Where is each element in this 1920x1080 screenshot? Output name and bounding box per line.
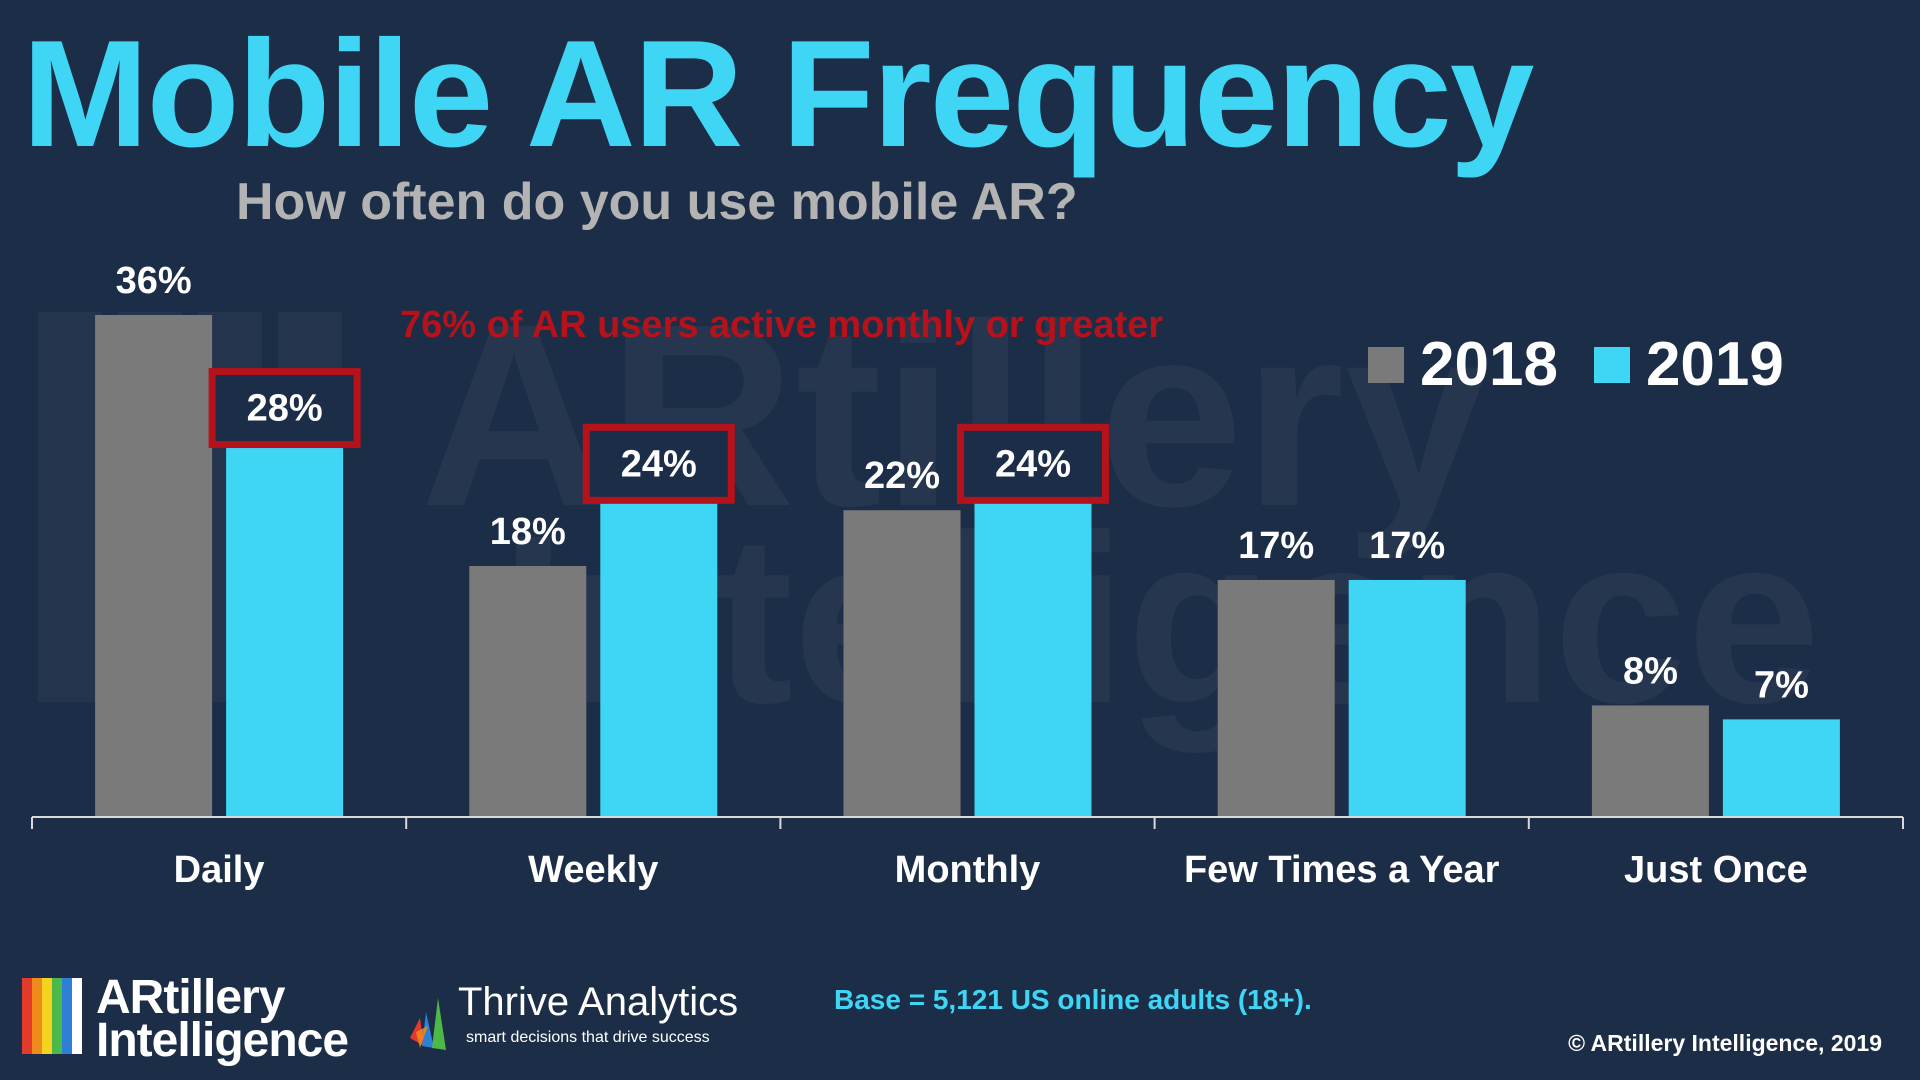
bar-just-once-2018	[1591, 705, 1709, 817]
bar-daily-2019	[226, 426, 344, 817]
legend-label-2018: 2018	[1420, 330, 1558, 399]
legend-item-2019: 2019	[1593, 330, 1784, 399]
artillery-logo-stripes	[22, 978, 82, 1054]
data-label-weekly-2018: 18%	[490, 511, 566, 553]
bar-daily-2018	[95, 315, 213, 817]
bar-weekly-2018	[469, 566, 587, 817]
legend-swatch-2019	[1593, 347, 1630, 383]
data-label-monthly-2018: 22%	[864, 455, 940, 497]
legend-item-2018: 2018	[1368, 334, 1558, 396]
category-label-daily: Daily	[174, 849, 265, 891]
base-footnote: Base = 5,121 US online adults (18+).	[834, 984, 1312, 1015]
highlight-box-weekly-2019	[582, 423, 735, 504]
data-label-few-times-a-year-2019: 17%	[1369, 525, 1445, 567]
bars-group: 36% 28% 18% 24% 22% 24% 17% 17% 8% 7%	[95, 260, 1840, 817]
data-label-daily-2019: 28%	[247, 388, 323, 430]
highlight-box-monthly-2019	[957, 423, 1109, 504]
category-label-monthly: Monthly	[895, 849, 1041, 891]
data-label-few-times-a-year-2018: 17%	[1238, 525, 1314, 567]
chart-subtitle: How often do you use mobile AR?	[236, 173, 1078, 231]
data-label-just-once-2018: 8%	[1623, 650, 1678, 692]
bar-weekly-2019	[600, 482, 718, 817]
legend-swatch-2018	[1368, 347, 1404, 383]
data-label-just-once-2019: 7%	[1754, 664, 1809, 706]
data-label-monthly-2019: 24%	[995, 443, 1071, 485]
x-axis: Daily Weekly Monthly Few Times a Year Just O…	[31, 816, 1904, 891]
chart-legend: 2018 2019	[1368, 334, 1820, 396]
data-label-daily-2018: 36%	[116, 260, 192, 302]
category-label-weekly: Weekly	[528, 849, 658, 891]
bar-monthly-2019	[974, 482, 1092, 817]
bar-just-once-2019	[1722, 719, 1840, 817]
bar-few-times-a-year-2019	[1348, 579, 1466, 817]
bar-monthly-2018	[843, 510, 961, 817]
thrive-logo-name: Thrive Analytics	[458, 980, 739, 1024]
chart-annotation: 76% of AR users active monthly or greate…	[400, 304, 1164, 346]
category-label-just-once: Just Once	[1624, 849, 1808, 891]
thrive-logo-tagline: smart decisions that drive success	[466, 1029, 710, 1046]
highlight-box-daily-2019	[208, 368, 361, 449]
thrive-analytics-logo: Thrive Analytics smart decisions that dr…	[406, 982, 806, 1062]
legend-label-2019: 2019	[1645, 330, 1784, 399]
page-title: Mobile AR Frequency	[22, 9, 1534, 179]
copyright-notice: © ARtillery Intelligence, 2019	[1568, 1030, 1882, 1056]
bar-few-times-a-year-2018	[1217, 579, 1335, 817]
thrive-logo-mark	[410, 998, 446, 1050]
artillery-logo: ARtillery Intelligence	[22, 971, 382, 1068]
data-label-weekly-2019: 24%	[621, 443, 697, 485]
artillery-logo-text: ARtillery Intelligence	[96, 971, 349, 1068]
category-label-few-times-a-year: Few Times a Year	[1184, 849, 1500, 891]
